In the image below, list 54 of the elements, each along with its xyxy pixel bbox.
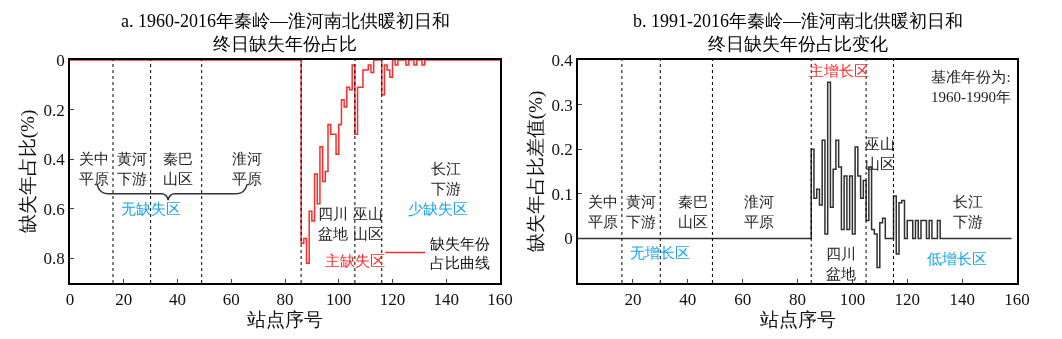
x-tick-label: 20 bbox=[115, 290, 133, 310]
x-tick-label: 40 bbox=[169, 290, 186, 310]
annotation: 关中平原 bbox=[588, 194, 618, 230]
chart-title: a. 1960-2016年秦岭—淮河南北供暖初日和终日缺失年份占比 bbox=[121, 11, 450, 55]
annotation: 淮河平原 bbox=[744, 194, 774, 230]
x-tick-label: 60 bbox=[734, 290, 752, 310]
annotation: 低增长区 bbox=[927, 251, 987, 267]
annotation: 巫山山区 bbox=[865, 136, 895, 172]
annotation: 秦巴山区 bbox=[163, 151, 193, 187]
y-tick-label: 0.3 bbox=[551, 95, 573, 115]
annotation: 无缺失区 bbox=[121, 201, 181, 217]
y-tick-label: 0.4 bbox=[551, 50, 574, 70]
annotation: 主缺失区 bbox=[325, 253, 385, 269]
annotation: 少缺失区 bbox=[408, 201, 468, 217]
x-tick-label: 100 bbox=[326, 290, 352, 310]
x-tick-label: 160 bbox=[1004, 290, 1030, 310]
annotation: 黄河下游 bbox=[117, 151, 147, 187]
annotation: 长江下游 bbox=[431, 161, 461, 197]
annotation: 基准年份为:1960-1990年 bbox=[931, 69, 1011, 105]
x-tick-label: 80 bbox=[276, 290, 294, 310]
y-tick-label: 0.6 bbox=[43, 199, 65, 219]
annotation: 四川盆地 bbox=[826, 246, 856, 282]
x-tick-label: 20 bbox=[624, 290, 642, 310]
annotation: 四川盆地 bbox=[318, 206, 348, 242]
x-tick-label: 120 bbox=[894, 290, 920, 310]
y-axis-title: 缺失年占比差值(%) bbox=[524, 90, 547, 253]
y-tick-label: 0.2 bbox=[551, 140, 573, 160]
chart-title: b. 1991-2016年秦岭—淮河南北供暖初日和终日缺失年份占比变化 bbox=[633, 11, 963, 55]
y-tick-label: 0.1 bbox=[551, 184, 573, 204]
x-tick-label: 140 bbox=[949, 290, 975, 310]
x-tick-label: 100 bbox=[839, 290, 866, 310]
x-tick-label: 120 bbox=[379, 290, 406, 310]
annotation: 长江下游 bbox=[953, 194, 983, 230]
annotation: 巫山山区 bbox=[353, 206, 383, 242]
y-tick-label: 0.2 bbox=[43, 100, 65, 120]
y-axis-title: 缺失年占比(%) bbox=[16, 109, 39, 234]
y-tick-label: 0 bbox=[56, 50, 65, 70]
annotation: 秦巴山区 bbox=[678, 194, 708, 230]
y-tick-label: 0.8 bbox=[43, 249, 65, 269]
annotation: 关中平原 bbox=[79, 151, 109, 187]
x-tick-label: 80 bbox=[789, 290, 806, 310]
x-axis-title: 站点序号 bbox=[247, 309, 323, 331]
x-tick-label: 160 bbox=[487, 290, 513, 310]
legend-label: 缺失年份占比曲线 bbox=[430, 235, 491, 272]
x-tick-label: 140 bbox=[433, 290, 459, 310]
annotation: 黄河下游 bbox=[626, 194, 656, 230]
x-axis-title: 站点序号 bbox=[759, 309, 836, 331]
annotation: 无增长区 bbox=[630, 245, 690, 261]
annotation: 淮河平原 bbox=[232, 151, 262, 187]
x-tick-label: 60 bbox=[222, 290, 240, 310]
y-tick-label: 0 bbox=[564, 229, 573, 249]
y-tick-label: 0.4 bbox=[43, 150, 66, 170]
annotation: 主增长区 bbox=[809, 63, 869, 79]
x-tick-label: 40 bbox=[679, 290, 697, 310]
